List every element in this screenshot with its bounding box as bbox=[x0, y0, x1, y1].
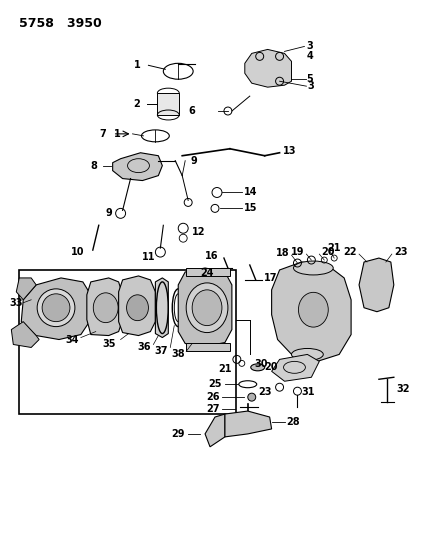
Ellipse shape bbox=[192, 290, 222, 326]
Text: 23: 23 bbox=[394, 247, 407, 257]
Text: 19: 19 bbox=[291, 247, 304, 257]
Text: 32: 32 bbox=[397, 384, 410, 394]
Text: 3: 3 bbox=[306, 42, 313, 52]
Text: 38: 38 bbox=[172, 350, 185, 359]
Ellipse shape bbox=[93, 293, 118, 322]
Text: 21: 21 bbox=[327, 243, 341, 253]
Text: 4: 4 bbox=[306, 51, 313, 61]
Polygon shape bbox=[245, 50, 291, 87]
Polygon shape bbox=[272, 354, 319, 381]
Text: 18: 18 bbox=[276, 248, 289, 258]
Ellipse shape bbox=[37, 289, 75, 327]
Text: 5758   3950: 5758 3950 bbox=[19, 17, 102, 30]
Text: 10: 10 bbox=[71, 247, 85, 257]
Text: 17: 17 bbox=[264, 273, 277, 283]
Ellipse shape bbox=[251, 364, 265, 371]
Text: 21: 21 bbox=[218, 365, 232, 374]
Text: 5: 5 bbox=[306, 74, 313, 84]
Text: 20: 20 bbox=[265, 362, 278, 373]
Ellipse shape bbox=[298, 292, 328, 327]
Text: 9: 9 bbox=[106, 208, 113, 219]
Text: 8: 8 bbox=[90, 160, 97, 171]
Ellipse shape bbox=[248, 393, 256, 401]
Ellipse shape bbox=[186, 283, 228, 333]
Text: 12: 12 bbox=[192, 227, 205, 237]
Ellipse shape bbox=[42, 294, 70, 321]
Bar bbox=[158, 93, 179, 115]
Text: 1: 1 bbox=[134, 60, 140, 70]
Text: 33: 33 bbox=[10, 298, 23, 308]
Text: 22: 22 bbox=[344, 247, 357, 257]
Text: 23: 23 bbox=[258, 387, 272, 397]
Polygon shape bbox=[16, 278, 36, 300]
Text: 14: 14 bbox=[244, 188, 257, 198]
Text: 7: 7 bbox=[99, 129, 106, 139]
Polygon shape bbox=[272, 262, 351, 361]
Text: 16: 16 bbox=[205, 251, 218, 261]
Text: 36: 36 bbox=[137, 343, 150, 352]
Text: 30: 30 bbox=[254, 359, 268, 369]
Text: 1: 1 bbox=[114, 129, 121, 139]
Text: 25: 25 bbox=[208, 379, 222, 389]
Bar bbox=[186, 343, 230, 351]
Text: 31: 31 bbox=[301, 387, 315, 397]
Polygon shape bbox=[119, 276, 155, 336]
Text: 13: 13 bbox=[282, 146, 296, 156]
Text: 11: 11 bbox=[142, 252, 155, 262]
Ellipse shape bbox=[291, 349, 323, 360]
Ellipse shape bbox=[294, 261, 333, 275]
Text: 35: 35 bbox=[102, 340, 116, 350]
Bar bbox=[186, 268, 230, 276]
Bar bbox=[19, 270, 236, 414]
Polygon shape bbox=[11, 321, 39, 348]
Polygon shape bbox=[178, 268, 232, 346]
Polygon shape bbox=[113, 153, 162, 181]
Polygon shape bbox=[155, 278, 168, 337]
Polygon shape bbox=[21, 278, 91, 340]
Text: 6: 6 bbox=[188, 106, 195, 116]
Text: 34: 34 bbox=[65, 335, 79, 344]
Polygon shape bbox=[225, 411, 272, 437]
Polygon shape bbox=[359, 258, 394, 312]
Text: 26: 26 bbox=[206, 392, 220, 402]
Text: 3: 3 bbox=[307, 81, 314, 91]
Text: 28: 28 bbox=[286, 417, 300, 427]
Text: 2: 2 bbox=[134, 99, 140, 109]
Text: 27: 27 bbox=[206, 404, 220, 414]
Text: 20: 20 bbox=[321, 247, 335, 257]
Text: 37: 37 bbox=[155, 346, 168, 357]
Polygon shape bbox=[205, 414, 225, 447]
Text: 15: 15 bbox=[244, 204, 257, 213]
Text: 29: 29 bbox=[172, 429, 185, 439]
Polygon shape bbox=[87, 278, 122, 336]
Text: 24: 24 bbox=[200, 268, 214, 278]
Ellipse shape bbox=[127, 295, 149, 321]
Text: 9: 9 bbox=[190, 156, 197, 166]
